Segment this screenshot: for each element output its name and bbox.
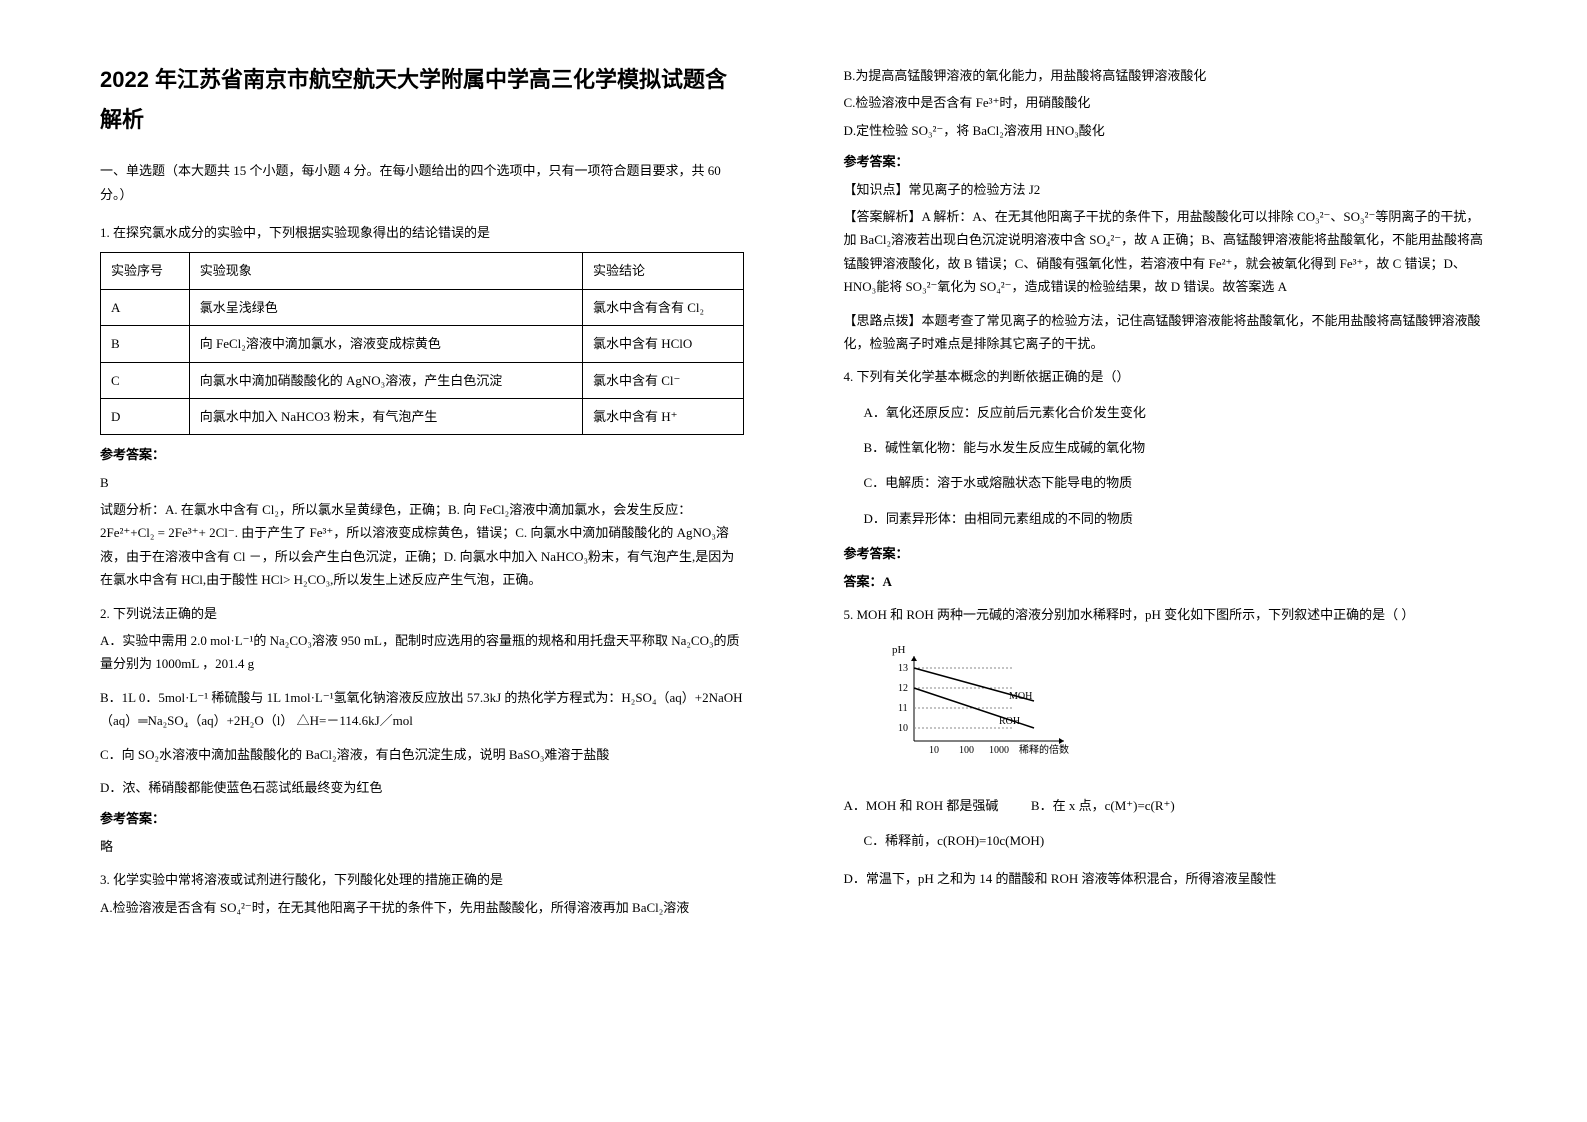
q4-opt-c: C．电解质：溶于水或熔融状态下能导电的物质 [844, 471, 1488, 494]
q3-knowledge: 【知识点】常见离子的检验方法 J2 [844, 178, 1488, 201]
ytick: 10 [898, 723, 908, 734]
q3-explanation: 【答案解析】A 解析：A、在无其他阳离子干扰的条件下，用盐酸酸化可以排除 CO₃… [844, 205, 1488, 299]
y-arrow [911, 656, 917, 661]
td: B [101, 326, 190, 362]
q5-opt-d: D．常温下，pH 之和为 14 的醋酸和 ROH 溶液等体积混合，所得溶液呈酸性 [844, 867, 1488, 890]
question-5: 5. MOH 和 ROH 两种一元碱的溶液分别加水稀释时，pH 变化如下图所示，… [844, 603, 1488, 890]
q4-opt-a: A．氧化还原反应：反应前后元素化合价发生变化 [844, 401, 1488, 424]
td: A [101, 289, 190, 325]
table-row: D 向氯水中加入 NaHCO3 粉末，有气泡产生 氯水中含有 H⁺ [101, 398, 744, 434]
q5-chart: pH 13 12 11 10 MOH ROH 10 100 1000 [884, 641, 1488, 778]
q1-stem: 1. 在探究氯水成分的实验中，下列根据实验现象得出的结论错误的是 [100, 221, 744, 244]
q3-opt-a: A.检验溶液是否含有 SO₄²⁻时，在无其他阳离子干扰的条件下，先用盐酸酸化，所… [100, 896, 744, 919]
q5-opt-a: A．MOH 和 ROH 都是强碱 [844, 798, 999, 813]
q2-answer: 略 [100, 835, 744, 858]
td: 向 FeCl₂溶液中滴加氯水，溶液变成棕黄色 [189, 326, 582, 362]
q2-opt-d: D．浓、稀硝酸都能使蓝色石蕊试纸最终变为红色 [100, 776, 744, 799]
xtick: 10 [929, 745, 939, 756]
q3-opt-b: B.为提高高锰酸钾溶液的氧化能力，用盐酸将高锰酸钾溶液酸化 [844, 64, 1488, 87]
table-row: C 向氯水中滴加硝酸酸化的 AgNO₃溶液，产生白色沉淀 氯水中含有 Cl⁻ [101, 362, 744, 398]
question-1: 1. 在探究氯水成分的实验中，下列根据实验现象得出的结论错误的是 实验序号 实验… [100, 221, 744, 592]
q4-opt-b: B．碱性氧化物：能与水发生反应生成碱的氧化物 [844, 436, 1488, 459]
q3-opt-c: C.检验溶液中是否含有 Fe³⁺时，用硝酸酸化 [844, 91, 1488, 114]
ytick: 13 [898, 663, 908, 674]
page-title: 2022 年江苏省南京市航空航天大学附属中学高三化学模拟试题含解析 [100, 60, 744, 139]
answer-label: 参考答案： [844, 150, 1488, 173]
question-3-cont: B.为提高高锰酸钾溶液的氧化能力，用盐酸将高锰酸钾溶液酸化 C.检验溶液中是否含… [844, 64, 1488, 355]
answer-label: 参考答案： [100, 443, 744, 466]
q3-hint: 【思路点拨】本题考查了常见离子的检验方法，记住高锰酸钾溶液能将盐酸氧化，不能用盐… [844, 309, 1488, 356]
td: 氯水中含有含有 Cl₂ [582, 289, 743, 325]
q2-opt-b: B．1L 0．5mol·L⁻¹ 稀硫酸与 1L 1mol·L⁻¹氢氧化钠溶液反应… [100, 686, 744, 733]
q1-explanation: 试题分析：A. 在氯水中含有 Cl₂，所以氯水呈黄绿色，正确；B. 向 FeCl… [100, 498, 744, 592]
xlabel: 稀释的倍数 [1019, 743, 1069, 756]
question-3: 3. 化学实验中常将溶液或试剂进行酸化，下列酸化处理的措施正确的是 A.检验溶液… [100, 868, 744, 919]
xtick: 1000 [989, 745, 1009, 756]
table-row: B 向 FeCl₂溶液中滴加氯水，溶液变成棕黄色 氯水中含有 HClO [101, 326, 744, 362]
answer-label: 参考答案： [100, 807, 744, 830]
q5-opt-c: C．稀释前，c(ROH)=10c(MOH) [844, 829, 1488, 852]
ytick: 11 [898, 703, 908, 714]
q1-answer: B [100, 471, 744, 494]
table-row: A 氯水呈浅绿色 氯水中含有含有 Cl₂ [101, 289, 744, 325]
th: 实验序号 [101, 253, 190, 289]
q4-opt-d: D．同素异形体：由相同元素组成的不同的物质 [844, 507, 1488, 530]
section-intro: 一、单选题（本大题共 15 个小题，每小题 4 分。在每小题给出的四个选项中，只… [100, 159, 744, 206]
td: 氯水呈浅绿色 [189, 289, 582, 325]
td: 氯水中含有 HClO [582, 326, 743, 362]
ytick: 12 [898, 683, 908, 694]
x-arrow [1059, 738, 1064, 744]
q5-opts-ab: A．MOH 和 ROH 都是强碱 B．在 x 点，c(M⁺)=c(R⁺) [844, 794, 1488, 817]
q2-stem: 2. 下列说法正确的是 [100, 602, 744, 625]
q5-opt-b: B．在 x 点，c(M⁺)=c(R⁺) [1031, 798, 1175, 813]
answer-label: 参考答案： [844, 542, 1488, 565]
td: 氯水中含有 Cl⁻ [582, 362, 743, 398]
q3-stem: 3. 化学实验中常将溶液或试剂进行酸化，下列酸化处理的措施正确的是 [100, 868, 744, 891]
q3-opt-d: D.定性检验 SO₃²⁻，将 BaCl₂溶液用 HNO₃酸化 [844, 119, 1488, 142]
q2-opt-a: A．实验中需用 2.0 mol·L⁻¹的 Na₂CO₃溶液 950 mL，配制时… [100, 629, 744, 676]
td: 氯水中含有 H⁺ [582, 398, 743, 434]
q2-opt-c: C．向 SO₂水溶液中滴加盐酸酸化的 BaCl₂溶液，有白色沉淀生成，说明 Ba… [100, 743, 744, 766]
line-label: MOH [1009, 691, 1032, 702]
td: D [101, 398, 190, 434]
line-label: ROH [999, 716, 1020, 727]
chart-svg: pH 13 12 11 10 MOH ROH 10 100 1000 [884, 641, 1084, 771]
td: C [101, 362, 190, 398]
question-4: 4. 下列有关化学基本概念的判断依据正确的是（） A．氧化还原反应：反应前后元素… [844, 365, 1488, 593]
ylabel: pH [892, 644, 906, 656]
q4-stem: 4. 下列有关化学基本概念的判断依据正确的是（） [844, 365, 1488, 388]
td: 向氯水中加入 NaHCO3 粉末，有气泡产生 [189, 398, 582, 434]
td: 向氯水中滴加硝酸酸化的 AgNO₃溶液，产生白色沉淀 [189, 362, 582, 398]
xtick: 100 [959, 745, 974, 756]
th: 实验现象 [189, 253, 582, 289]
q1-table: 实验序号 实验现象 实验结论 A 氯水呈浅绿色 氯水中含有含有 Cl₂ B 向 … [100, 252, 744, 435]
q4-answer: 答案：A [844, 570, 1488, 593]
q5-stem: 5. MOH 和 ROH 两种一元碱的溶液分别加水稀释时，pH 变化如下图所示，… [844, 603, 1488, 626]
table-row: 实验序号 实验现象 实验结论 [101, 253, 744, 289]
question-2: 2. 下列说法正确的是 A．实验中需用 2.0 mol·L⁻¹的 Na₂CO₃溶… [100, 602, 744, 859]
th: 实验结论 [582, 253, 743, 289]
